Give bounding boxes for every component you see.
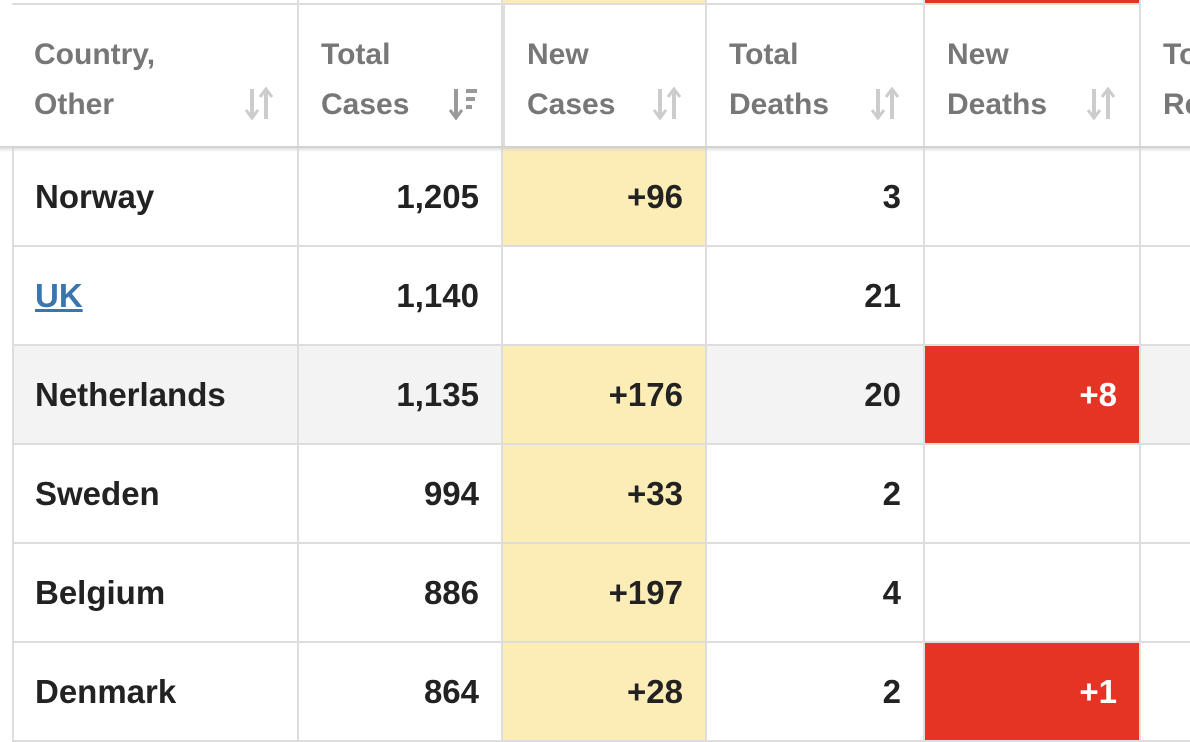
data-cell — [925, 445, 1141, 544]
data-cell — [1141, 346, 1190, 445]
country-link[interactable]: UK — [35, 277, 83, 314]
sort-glyph — [244, 86, 274, 121]
sort-icon[interactable] — [1085, 86, 1117, 137]
cell-value: +176 — [608, 376, 683, 413]
data-cell: 864 — [299, 643, 503, 742]
data-cell — [503, 247, 707, 346]
column-header[interactable]: New Deaths — [925, 5, 1141, 148]
cell-value: 20 — [864, 376, 901, 413]
sort-glyph — [870, 86, 900, 121]
data-cell: 1,140 — [299, 247, 503, 346]
data-cell: 994 — [299, 445, 503, 544]
header-label: Country, Other — [34, 38, 156, 121]
cell-value: 4 — [882, 574, 901, 611]
sort-glyph — [448, 89, 477, 121]
sort-icon[interactable] — [243, 86, 275, 137]
column-header[interactable]: Total Recovered — [1141, 5, 1190, 148]
data-cell — [1141, 445, 1190, 544]
prev-row-cell — [12, 0, 299, 5]
data-cell: +197 — [503, 544, 707, 643]
data-cell: 2 — [707, 445, 925, 544]
header-label: Total Recovered — [1163, 38, 1190, 121]
cell-value: 864 — [423, 673, 479, 710]
cell-value: 21 — [864, 277, 901, 314]
cell-value: +33 — [627, 475, 683, 512]
data-cell: 1,135 — [299, 346, 503, 445]
prev-row-cell — [299, 0, 503, 5]
country-name: Belgium — [35, 574, 166, 611]
header-label: New Cases — [527, 38, 616, 121]
data-cell — [1141, 247, 1190, 346]
country-cell: UK — [12, 247, 299, 346]
cell-value: 994 — [423, 475, 479, 512]
data-cell — [925, 247, 1141, 346]
cell-value: 3 — [882, 178, 901, 215]
country-cell: Sweden — [12, 445, 299, 544]
data-cell: 20 — [707, 346, 925, 445]
data-cell — [1141, 544, 1190, 643]
country-cell: Norway — [12, 148, 299, 247]
data-cell: 21 — [707, 247, 925, 346]
column-header[interactable]: New Cases — [503, 5, 707, 148]
data-cell — [925, 148, 1141, 247]
country-name: Sweden — [35, 475, 160, 512]
cell-value: +197 — [608, 574, 683, 611]
prev-row-cell — [707, 0, 925, 5]
cell-value: 2 — [882, 673, 901, 710]
data-cell: 1,205 — [299, 148, 503, 247]
cell-value: 2 — [882, 475, 901, 512]
data-cell: +1 — [925, 643, 1141, 742]
cell-value: +28 — [627, 673, 683, 710]
prev-row-cell — [503, 0, 707, 5]
header-label: Total Deaths — [729, 38, 830, 121]
data-cell: 4 — [707, 544, 925, 643]
header-label: Total Cases — [321, 38, 410, 121]
sort-glyph — [652, 86, 682, 121]
cell-value: 1,140 — [396, 277, 479, 314]
data-cell — [1141, 148, 1190, 247]
country-cell: Netherlands — [12, 346, 299, 445]
data-cell: +176 — [503, 346, 707, 445]
data-cell: 2 — [707, 643, 925, 742]
sort-icon[interactable] — [869, 86, 901, 137]
sort-glyph — [1086, 86, 1116, 121]
cell-value: +8 — [1079, 376, 1117, 413]
cell-value: 1,205 — [396, 178, 479, 215]
data-cell: +33 — [503, 445, 707, 544]
sort-icon[interactable] — [651, 86, 683, 137]
data-cell: +28 — [503, 643, 707, 742]
header-shadow — [0, 146, 1190, 152]
column-header[interactable]: Total Cases — [299, 5, 503, 148]
data-cell — [925, 544, 1141, 643]
country-cell: Belgium — [12, 544, 299, 643]
data-cell: 886 — [299, 544, 503, 643]
data-cell — [1141, 643, 1190, 742]
data-cell: 3 — [707, 148, 925, 247]
cell-value: 1,135 — [396, 376, 479, 413]
cell-value: 886 — [423, 574, 479, 611]
country-cell: Denmark — [12, 643, 299, 742]
sort-icon[interactable] — [447, 87, 479, 137]
header-label: New Deaths — [947, 38, 1048, 121]
data-cell: +96 — [503, 148, 707, 247]
column-header[interactable]: Total Deaths — [707, 5, 925, 148]
cell-value: +1 — [1079, 673, 1117, 710]
country-name: Denmark — [35, 673, 177, 710]
data-cell: +8 — [925, 346, 1141, 445]
column-header[interactable]: Country, Other — [12, 5, 299, 148]
cell-value: +96 — [627, 178, 683, 215]
country-name: Netherlands — [35, 376, 226, 413]
country-name: Norway — [35, 178, 155, 215]
prev-row-cell — [925, 0, 1141, 5]
